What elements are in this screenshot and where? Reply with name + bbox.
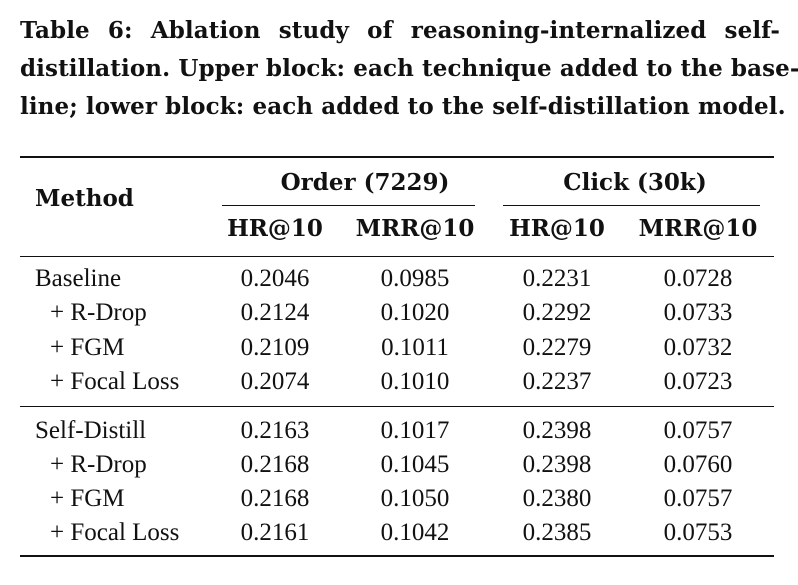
table-cell: 0.2380 (522, 485, 592, 512)
table-cell: 0.0728 (663, 265, 733, 292)
table-cell: 0.1042 (380, 519, 450, 546)
table-cell: 0.2124 (240, 299, 310, 326)
group-underline-order (222, 205, 475, 206)
table-cell: 0.1050 (380, 485, 450, 512)
table-cell: 0.2385 (522, 519, 592, 546)
table-cell: 0.1020 (380, 299, 450, 326)
table-cell: 0.2109 (240, 334, 310, 361)
table-cell: 0.1011 (381, 334, 449, 361)
table-cell: 0.2398 (522, 451, 592, 478)
table-caption: Table 6: Ablation study of reasoning-int… (20, 12, 798, 126)
top-rule (20, 156, 774, 158)
col-header-order-hr: HR@10 (227, 215, 323, 242)
group-header-order: Order (7229) (280, 169, 450, 196)
col-header-click-mrr: MRR@10 (638, 215, 758, 242)
table-cell: 0.2168 (240, 451, 310, 478)
header-rule (20, 256, 774, 257)
row-method: + R-Drop (50, 299, 147, 326)
table-cell: 0.1010 (380, 368, 450, 395)
row-method: + FGM (50, 485, 125, 512)
row-method: + Focal Loss (50, 519, 180, 546)
table-cell: 0.1017 (380, 417, 450, 444)
table-cell: 0.0985 (380, 265, 450, 292)
caption-line-3: line; lower block: each added to the sel… (20, 93, 786, 120)
caption-line-2: distillation. Upper block: each techniqu… (20, 55, 798, 82)
table-cell: 0.2046 (240, 265, 310, 292)
bottom-rule (20, 555, 774, 557)
table-cell: 0.2231 (522, 265, 592, 292)
block-separator-rule (20, 406, 774, 407)
table-cell: 0.0757 (663, 417, 733, 444)
row-method: + Focal Loss (50, 368, 180, 395)
table-cell: 0.0753 (663, 519, 733, 546)
table-cell: 0.2163 (240, 417, 310, 444)
group-underline-click (503, 205, 760, 206)
table-cell: 0.2168 (240, 485, 310, 512)
table-cell: 0.2279 (522, 334, 592, 361)
caption-line-1: Table 6: Ablation study of reasoning-int… (20, 17, 780, 44)
row-method: Baseline (35, 265, 122, 292)
col-header-order-mrr: MRR@10 (355, 215, 475, 242)
table-cell: 0.2237 (522, 368, 592, 395)
col-header-click-hr: HR@10 (509, 215, 605, 242)
table-cell: 0.0733 (663, 299, 733, 326)
table-cell: 0.1045 (380, 451, 450, 478)
table-cell: 0.0760 (663, 451, 733, 478)
row-method: + R-Drop (50, 451, 147, 478)
table-cell: 0.2292 (522, 299, 592, 326)
table-cell: 0.2074 (240, 368, 310, 395)
table-cell: 0.0757 (663, 485, 733, 512)
table-cell: 0.2161 (240, 519, 310, 546)
table-cell: 0.0723 (663, 368, 733, 395)
table-cell: 0.2398 (522, 417, 592, 444)
group-header-click: Click (30k) (563, 169, 707, 196)
row-method: Self-Distill (35, 417, 147, 444)
method-header: Method (35, 185, 134, 212)
row-method: + FGM (50, 334, 125, 361)
table-cell: 0.0732 (663, 334, 733, 361)
